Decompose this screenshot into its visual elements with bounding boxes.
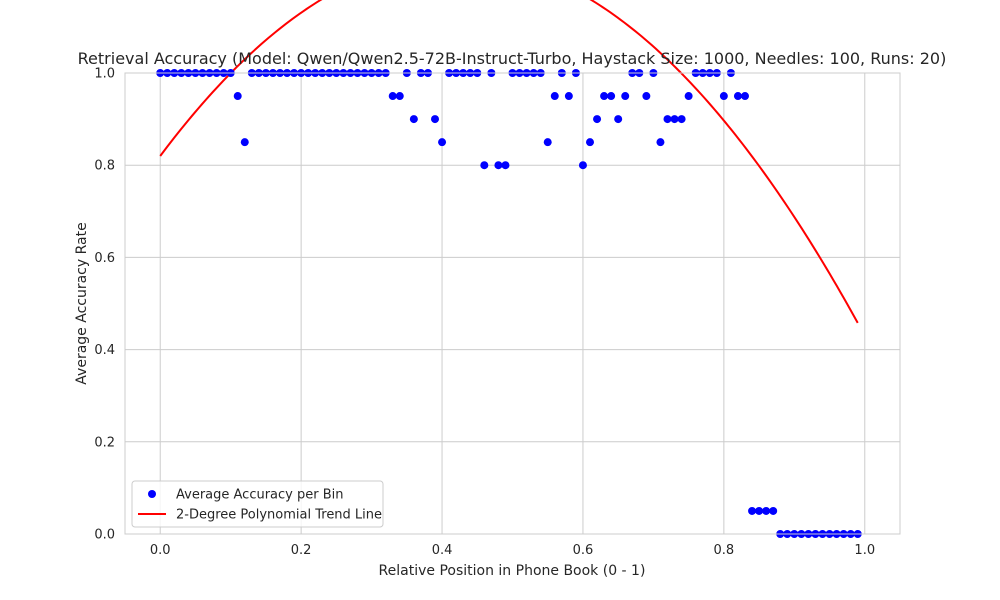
y-axis-label: Average Accuracy Rate	[74, 222, 90, 384]
scatter-point	[501, 161, 510, 170]
scatter-point	[621, 92, 630, 101]
scatter-point	[656, 138, 665, 147]
y-tick-label: 1.0	[94, 67, 115, 82]
scatter-point	[755, 506, 764, 515]
legend: Average Accuracy per Bin 2-Degree Polyno…	[131, 480, 384, 528]
scatter-point	[593, 115, 602, 124]
series-layer	[156, 0, 862, 538]
scatter-point	[564, 92, 573, 101]
scatter-point	[607, 92, 616, 101]
scatter-point	[480, 161, 489, 170]
scatter-point	[733, 92, 742, 101]
axes: 0.0 0.2 0.4 0.6 0.8 1.0 0.0 0.2 0.4 0.6 0.8 1.0	[94, 67, 901, 558]
trend-line	[159, 0, 859, 324]
scatter-point	[769, 506, 778, 515]
scatter-point	[543, 138, 552, 147]
scatter-point	[388, 92, 397, 101]
scatter-point	[494, 161, 503, 170]
y-tick-label: 0.0	[94, 528, 115, 543]
scatter-point	[762, 506, 771, 515]
plot-frame	[124, 72, 901, 535]
x-tick-label: 0.2	[291, 543, 312, 558]
scatter-point	[578, 161, 587, 170]
x-axis-label: Relative Position in Phone Book (0 - 1)	[379, 563, 646, 579]
y-tick-label: 0.6	[94, 251, 115, 266]
y-tick-label: 0.4	[94, 343, 115, 358]
scatter-point	[677, 115, 686, 124]
scatter-point	[748, 506, 757, 515]
legend-label-line: 2-Degree Polynomial Trend Line	[176, 508, 382, 523]
scatter-point	[233, 92, 242, 101]
scatter-point	[741, 92, 749, 101]
scatter-point	[586, 138, 594, 147]
y-tick-label: 0.8	[94, 159, 115, 174]
legend-marker-scatter	[148, 490, 156, 498]
x-tick-label: 0.4	[432, 543, 453, 558]
y-tick-label: 0.2	[94, 435, 115, 450]
legend-frame	[131, 480, 384, 528]
x-tick-label: 0.0	[150, 543, 171, 558]
scatter-point	[395, 92, 404, 101]
scatter-point	[550, 92, 559, 101]
scatter-point	[684, 92, 693, 101]
scatter-point	[431, 115, 439, 124]
scatter-point	[240, 138, 249, 147]
x-tick-label: 0.6	[573, 543, 594, 558]
scatter-point	[614, 115, 623, 124]
legend-label-scatter: Average Accuracy per Bin	[176, 488, 344, 503]
scatter-point	[670, 115, 679, 124]
scatter-point	[642, 92, 651, 101]
plot-area	[125, 73, 900, 534]
x-tick-label: 1.0	[854, 543, 875, 558]
scatter-point	[600, 92, 609, 101]
scatter-point	[409, 115, 418, 124]
scatter-point	[719, 92, 728, 101]
scatter-point	[438, 138, 447, 147]
scatter-point	[663, 115, 672, 124]
x-tick-label: 0.8	[714, 543, 735, 558]
chart-title: Retrieval Accuracy (Model: Qwen/Qwen2.5-…	[78, 49, 947, 68]
